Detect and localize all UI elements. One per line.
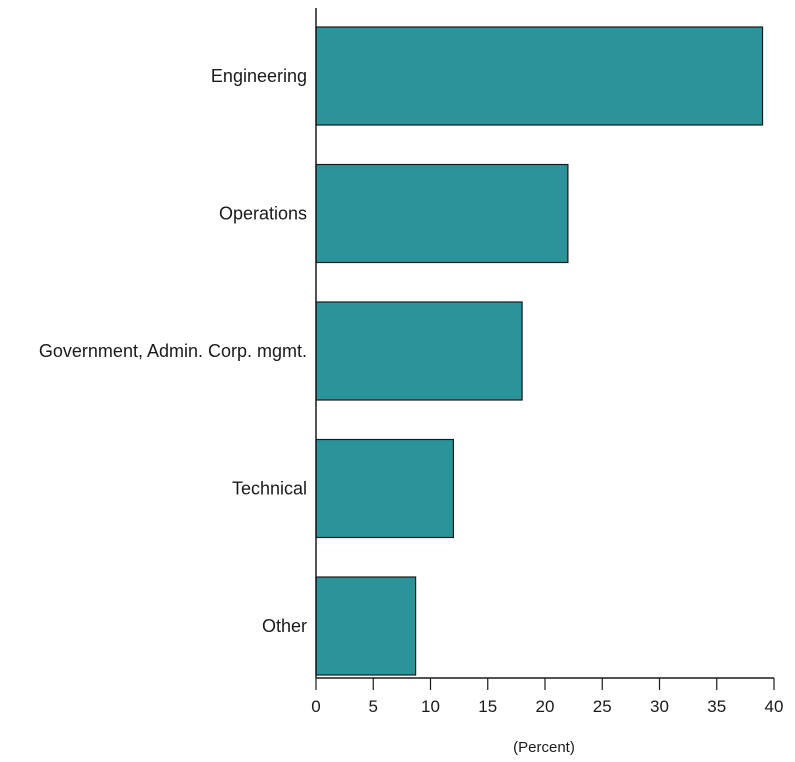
bar-1: [315, 163, 569, 264]
category-label-4: Other: [262, 616, 307, 636]
y-axis: Engineering Operations Government, Admin. …: [39, 8, 317, 678]
x-tick-label-5: 25: [593, 697, 612, 716]
bar-4: [315, 576, 417, 676]
bar-2: [315, 301, 523, 401]
category-label-2: Government, Admin. Corp. mgmt.: [39, 341, 307, 361]
x-axis: 0 5 10 15 20 25 30 35 40: [311, 677, 784, 716]
category-label-0: Engineering: [211, 66, 307, 86]
x-tick-label-3: 15: [478, 697, 497, 716]
x-tick-label-1: 5: [369, 697, 378, 716]
bar-0: [315, 26, 764, 126]
x-tick-label-0: 0: [311, 697, 320, 716]
x-tick-label-4: 20: [536, 697, 555, 716]
x-axis-title: (Percent): [513, 739, 575, 756]
category-label-1: Operations: [219, 204, 307, 224]
bar-3: [315, 438, 454, 539]
x-tick-label-6: 30: [650, 697, 669, 716]
x-tick-label-8: 40: [765, 697, 784, 716]
bars-group: [315, 26, 764, 676]
x-tick-label-2: 10: [421, 697, 440, 716]
category-label-3: Technical: [232, 479, 307, 499]
x-tick-label-7: 35: [707, 697, 726, 716]
